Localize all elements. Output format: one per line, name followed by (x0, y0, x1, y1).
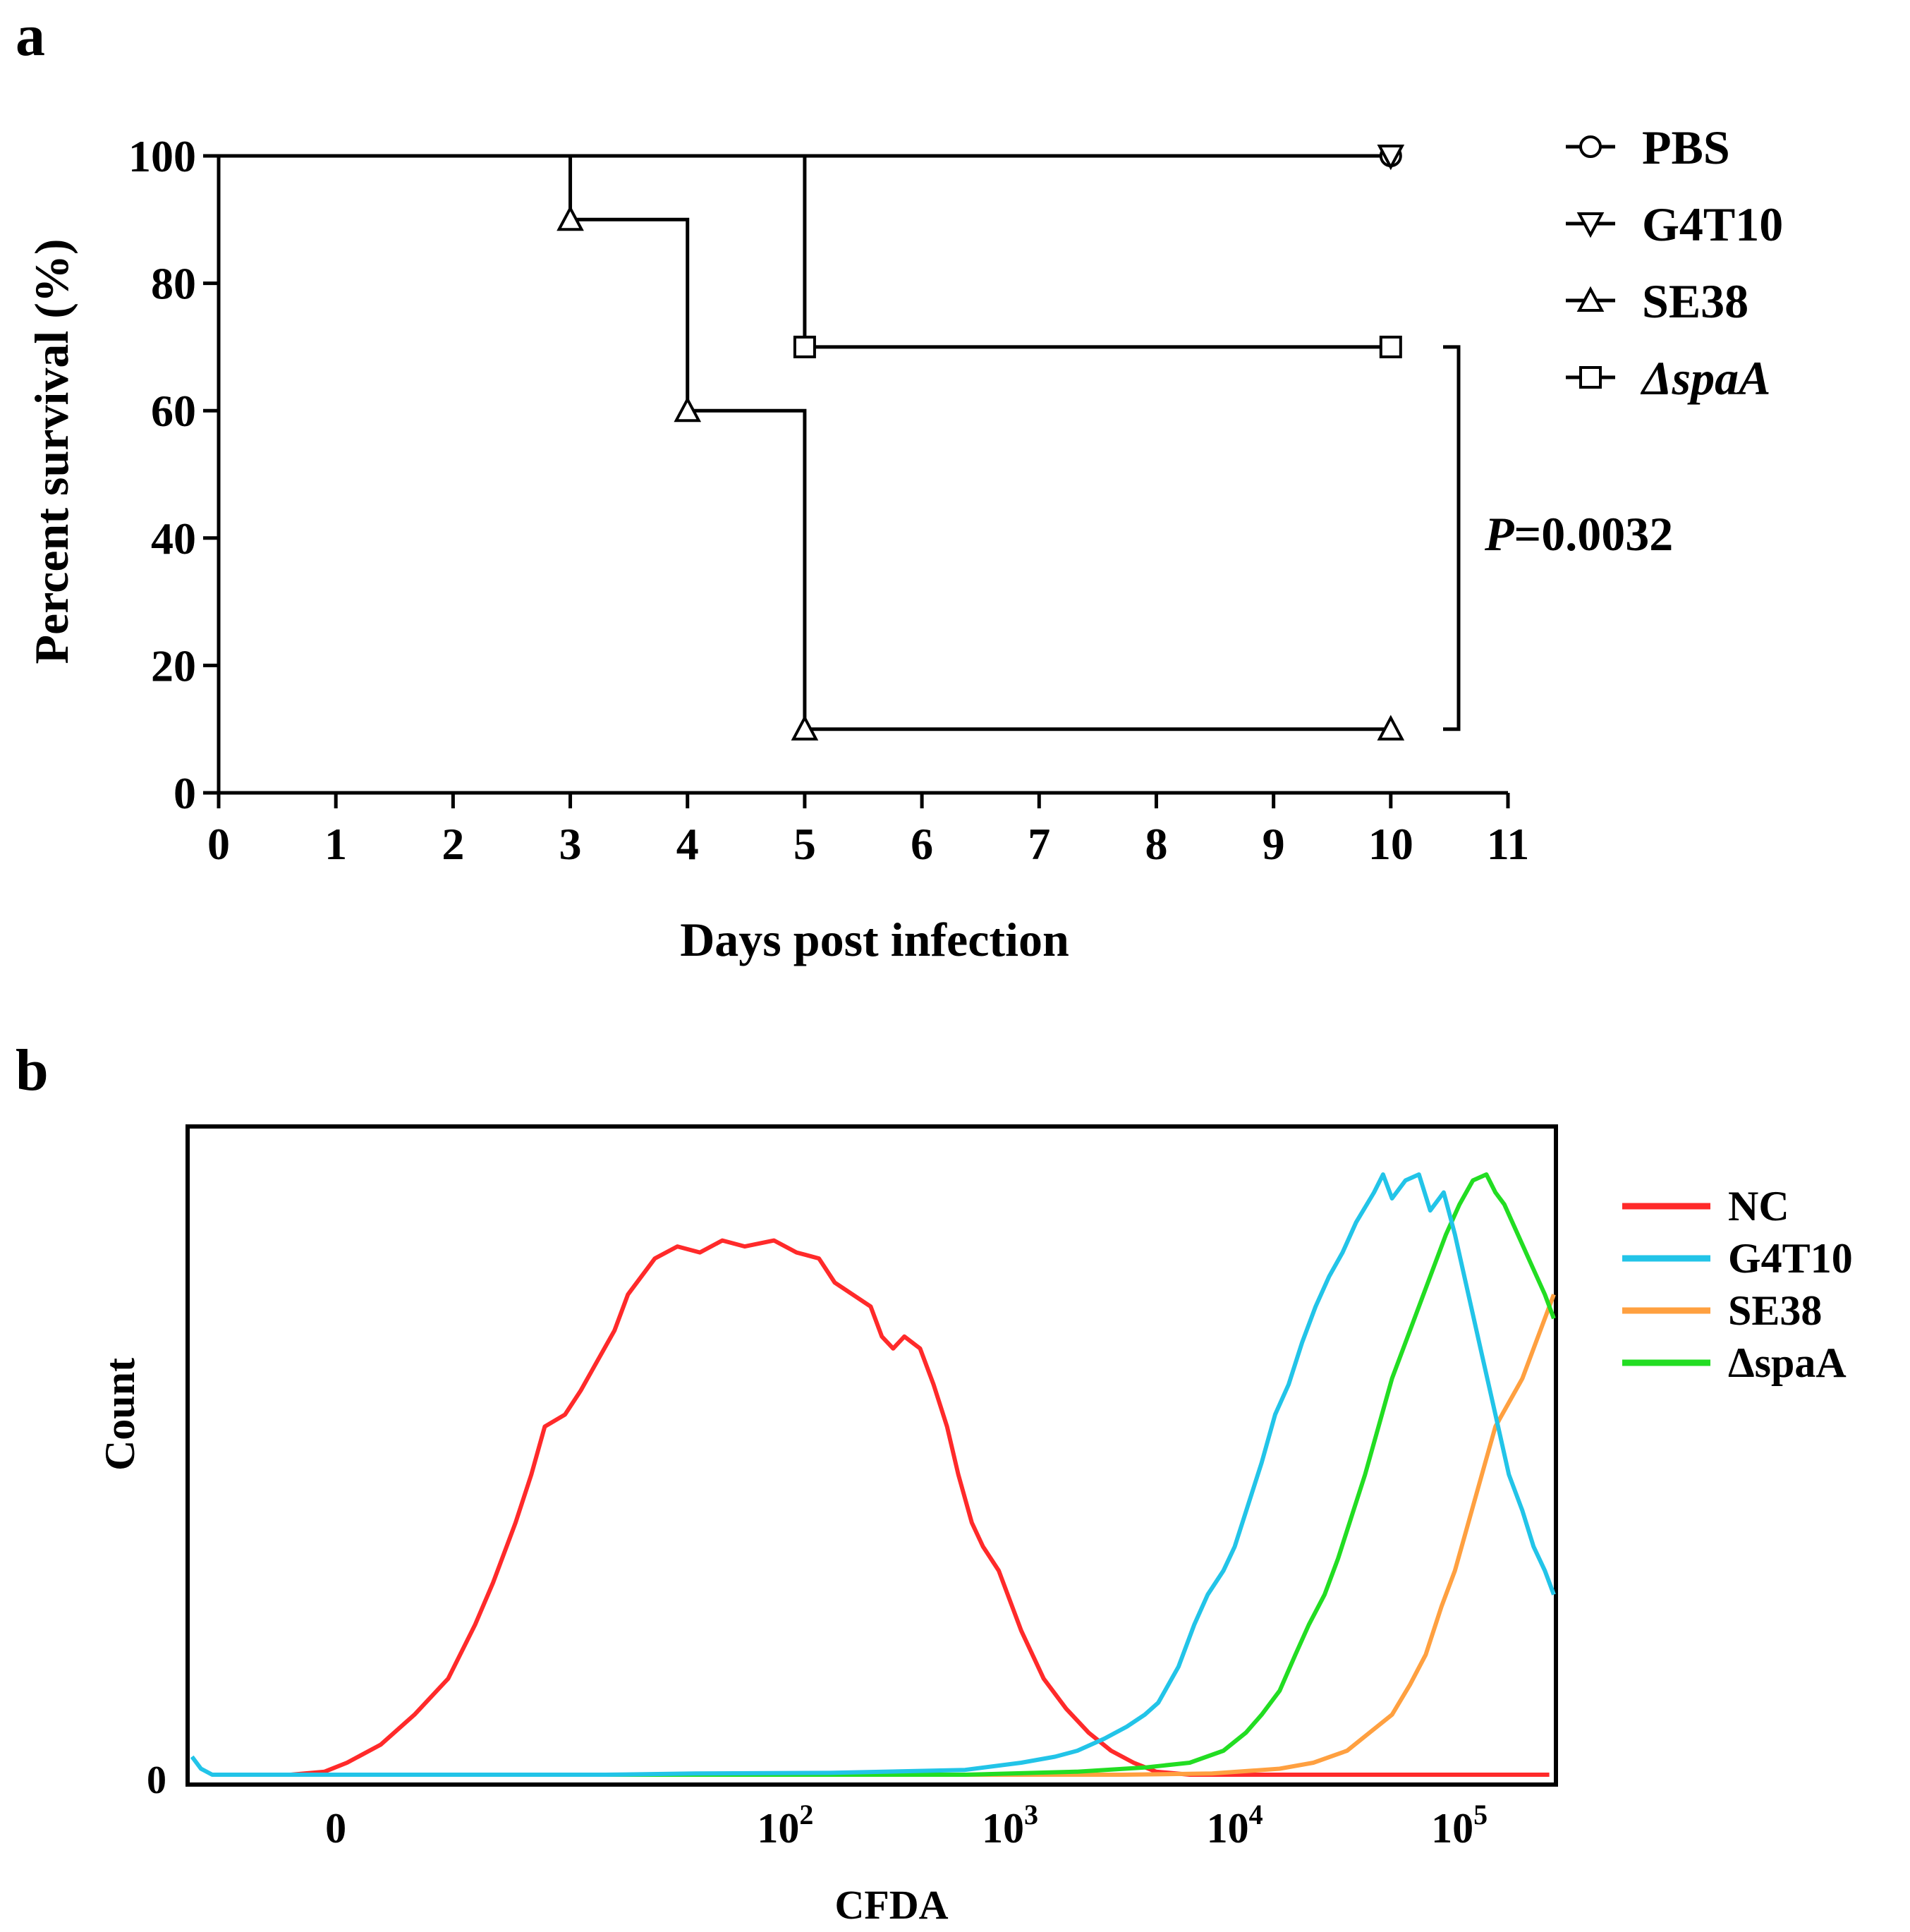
survival-y-tick-label: 20 (151, 640, 196, 691)
survival-x-tick-label: 7 (1028, 819, 1050, 869)
survival-x-tick-label: 11 (1487, 819, 1529, 869)
histogram-legend-label: ΔspaA (1728, 1339, 1847, 1386)
marker-triangle-up (791, 715, 819, 741)
survival-x-ticks: 0 1 2 3 4 5 6 7 8 9 10 11 (207, 793, 1529, 869)
histogram-legend-label: NC (1728, 1183, 1789, 1229)
histogram-legend: NC G4T10 SE38 ΔspaA (1622, 1183, 1853, 1386)
histogram-x-tick-label: 105 (1431, 1799, 1488, 1852)
survival-y-tick-label: 80 (151, 259, 196, 309)
histogram-curves (190, 1172, 1556, 1777)
histogram-x-tick-label: 102 (757, 1799, 813, 1852)
marker-circle (1579, 135, 1602, 158)
marker-triangle-down (1576, 212, 1605, 238)
survival-y-ticks: 0 20 40 60 80 100 (128, 131, 219, 818)
survival-x-tick-label: 9 (1263, 819, 1285, 869)
survival-y-tick-label: 40 (151, 514, 196, 564)
histogram-curve-NC (212, 1238, 1550, 1777)
histogram-plot-frame (185, 1124, 1558, 1787)
histogram-x-ticks: 0 102 103 104 105 (325, 1799, 1488, 1852)
significance-bracket (1443, 345, 1461, 731)
marker-triangle-up (674, 396, 702, 423)
survival-x-tick-label: 2 (442, 819, 464, 869)
survival-markers (556, 145, 1405, 741)
marker-triangle-up (1576, 286, 1605, 312)
survival-legend-label: PBS (1642, 121, 1730, 174)
marker-square (793, 335, 816, 358)
survival-legend-label: SE38 (1642, 274, 1748, 328)
histogram-x-tick-label: 0 (325, 1805, 346, 1852)
survival-chart: 0 20 40 60 80 100 0 1 2 3 4 5 6 7 8 9 10 11 Days post in… (25, 121, 1783, 966)
p-value-annotation: P=0.0032 (1484, 507, 1673, 561)
histogram-curve-ΔspaA (212, 1172, 1556, 1777)
marker-square (1579, 366, 1602, 389)
survival-legend-label: ΔspaA (1640, 351, 1770, 405)
survival-axes (217, 154, 1508, 795)
panel-label-b: b (16, 1038, 49, 1103)
survival-x-tick-label: 0 (207, 819, 230, 869)
marker-triangle-down (1377, 145, 1405, 171)
marker-triangle-up (556, 205, 584, 231)
marker-triangle-up (1377, 715, 1405, 741)
marker-square (1379, 335, 1402, 358)
survival-x-tick-label: 6 (911, 819, 933, 869)
histogram-legend-label: G4T10 (1728, 1235, 1853, 1282)
survival-y-tick-label: 60 (151, 386, 196, 436)
p-value-number: =0.0032 (1514, 507, 1674, 561)
panel-label-a: a (16, 3, 45, 68)
survival-y-axis-label: Percent survival (%) (25, 238, 78, 664)
histogram-x-tick-label: 104 (1207, 1799, 1263, 1852)
survival-x-tick-label: 4 (676, 819, 699, 869)
histogram-chart: 0 102 103 104 105 0 CFDA Count NC G4T10 SE38 Δs… (97, 1124, 1853, 1928)
survival-line-SE38 (219, 154, 1391, 731)
survival-x-tick-label: 8 (1145, 819, 1167, 869)
histogram-legend-label: SE38 (1728, 1287, 1822, 1334)
p-value-label: P (1484, 507, 1514, 561)
histogram-y-axis-label: Count (97, 1358, 143, 1471)
survival-x-axis-label: Days post infection (680, 913, 1069, 966)
survival-x-tick-label: 5 (793, 819, 816, 869)
survival-legend-label: G4T10 (1642, 198, 1783, 251)
histogram-x-tick-label: 103 (982, 1799, 1038, 1852)
histogram-curve-G4T10 (190, 1172, 1556, 1777)
survival-lines (219, 154, 1391, 731)
survival-legend: PBS G4T10 SE38 ΔspaA (1566, 121, 1783, 405)
histogram-y-tick-0: 0 (147, 1758, 166, 1802)
survival-y-tick-label: 0 (174, 768, 196, 818)
survival-x-tick-label: 3 (559, 819, 582, 869)
histogram-x-axis-label: CFDA (834, 1882, 948, 1928)
survival-x-tick-label: 1 (324, 819, 347, 869)
survival-y-tick-label: 100 (128, 131, 196, 181)
survival-x-tick-label: 10 (1368, 819, 1413, 869)
histogram-curve-SE38 (212, 1294, 1556, 1777)
survival-line-ΔspaA (219, 154, 1391, 349)
